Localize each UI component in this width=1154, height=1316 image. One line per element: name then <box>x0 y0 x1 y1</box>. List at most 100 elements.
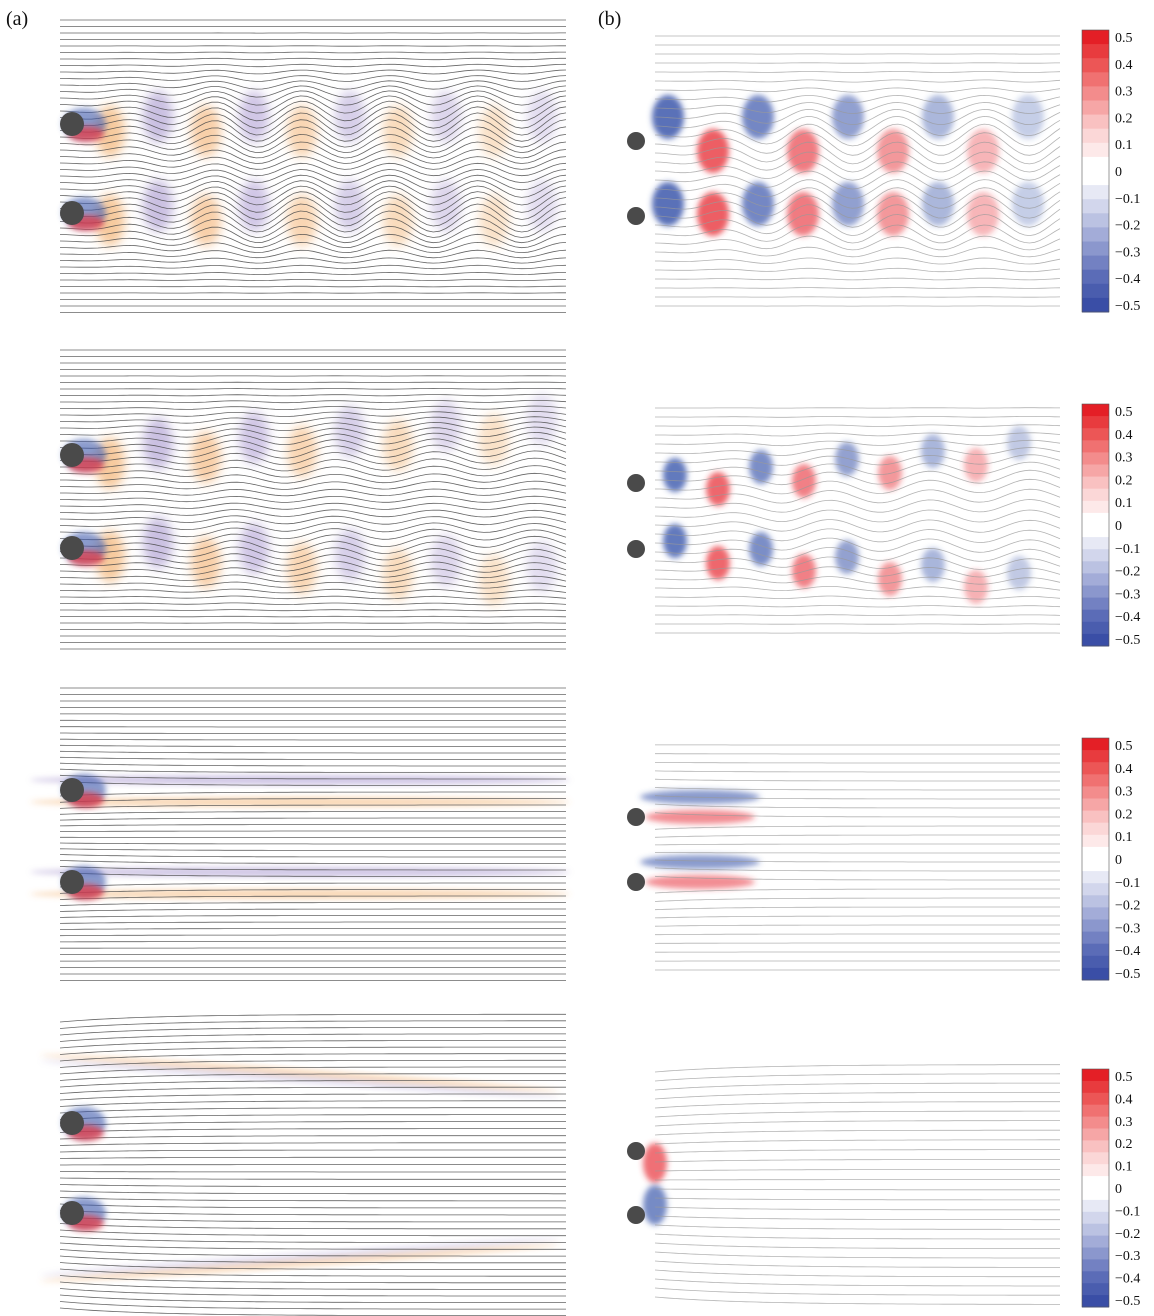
vorticity-patch <box>287 194 317 247</box>
colorbar-band <box>1082 58 1109 73</box>
colorbar-band <box>1082 846 1109 860</box>
cylinder-marker <box>627 808 645 826</box>
vorticity-patch <box>835 540 859 574</box>
vorticity-patch <box>143 90 173 143</box>
colorbar-band <box>1082 114 1109 130</box>
vorticity-patch <box>964 570 988 604</box>
vorticity-patch <box>527 90 557 143</box>
colorbars: 0.50.40.30.20.10−0.1−0.2−0.3−0.4−0.50.50… <box>1081 29 1140 1309</box>
colorbar-tick-label: −0.5 <box>1115 967 1140 982</box>
vorticity-patch <box>431 90 461 143</box>
colorbar-band <box>1082 895 1109 908</box>
vorticity-patch <box>1012 182 1044 226</box>
colorbar-band <box>1082 1128 1109 1141</box>
colorbar-tick-label: −0.1 <box>1115 1204 1140 1219</box>
panel-b-row <box>627 407 1061 634</box>
vorticity-patch <box>645 875 755 889</box>
vorticity-patch <box>40 1244 560 1282</box>
colorbar-tick-label: 0.2 <box>1115 1137 1133 1152</box>
vorticity-patch <box>921 548 945 582</box>
vorticity-patch <box>30 889 570 899</box>
vorticity-patch <box>1007 426 1031 460</box>
colorbar-tick-label: −0.4 <box>1115 272 1140 287</box>
colorbar-band <box>1082 1295 1109 1308</box>
vorticity-field <box>643 1143 667 1225</box>
vorticity-patch <box>643 1185 667 1225</box>
colorbar-band <box>1082 1116 1109 1129</box>
colorbar-band <box>1082 621 1109 635</box>
colorbar-tick-label: −0.4 <box>1115 944 1140 959</box>
vorticity-patch <box>1012 95 1044 139</box>
colorbar-tick-label: 0.1 <box>1115 496 1133 511</box>
vorticity-patch <box>143 417 173 470</box>
colorbar-band <box>1082 440 1109 453</box>
vorticity-patch <box>663 458 687 492</box>
panel-a-row <box>30 687 570 981</box>
cylinder-marker <box>60 532 106 566</box>
colorbar-band <box>1082 1247 1109 1260</box>
vorticity-patch <box>527 179 557 232</box>
colorbar-tick-label: 0.3 <box>1115 1115 1133 1130</box>
colorbar-frame <box>1081 1068 1110 1308</box>
vorticity-patch <box>877 192 909 236</box>
colorbar-band <box>1082 128 1109 144</box>
vorticity-field <box>30 775 570 899</box>
colorbar-band <box>1082 404 1109 417</box>
colorbar-band <box>1082 907 1109 920</box>
colorbar-tick-label: 0 <box>1115 853 1122 868</box>
streamlines <box>59 349 567 650</box>
panel-a-row <box>59 349 567 650</box>
cylinder-marker <box>60 108 106 142</box>
cylinder-marker <box>60 1107 106 1141</box>
colorbar-band <box>1082 156 1109 172</box>
panel-a-row <box>59 19 567 313</box>
figure-panel-label-b: (b) <box>598 8 622 30</box>
vorticity-patch <box>383 419 413 472</box>
colorbar: 0.5 0.4 0.3 0.2 0.1 0 −0.1 −0.2 −0.3 −0.4 −0.5 <box>1081 29 1140 314</box>
cylinder-marker <box>627 540 645 558</box>
colorbar-tick-label: −0.5 <box>1115 299 1140 314</box>
colorbar-band <box>1082 871 1109 884</box>
colorbar-band <box>1082 1283 1109 1296</box>
colorbar-band <box>1082 86 1109 101</box>
colorbar-frame <box>1081 403 1110 647</box>
vorticity-patch <box>835 442 859 476</box>
vorticity-patch <box>335 405 365 458</box>
colorbar-tick-label: −0.2 <box>1115 1227 1140 1242</box>
vorticity-patch <box>706 472 730 506</box>
colorbar-band <box>1082 464 1109 478</box>
colorbar-band <box>1082 1176 1109 1189</box>
vorticity-patch <box>239 90 269 143</box>
streamlines <box>654 744 1060 971</box>
vorticity-patch <box>640 855 760 869</box>
colorbar-tick-label: 0.1 <box>1115 830 1133 845</box>
colorbar-tick-label: −0.3 <box>1115 245 1140 260</box>
vorticity-patch <box>643 1143 667 1183</box>
streamlines <box>654 35 1061 307</box>
colorbar-band <box>1082 633 1109 647</box>
colorbar-band <box>1082 1152 1109 1165</box>
vorticity-patch <box>878 562 902 596</box>
vorticity-patch <box>921 434 945 468</box>
colorbar-band <box>1082 561 1109 574</box>
colorbar-band <box>1082 1092 1109 1106</box>
colorbar-band <box>1082 738 1109 751</box>
colorbar-tick-label: 0.4 <box>1115 1092 1133 1107</box>
colorbar-band <box>1082 1259 1109 1272</box>
colorbar-tick-label: −0.1 <box>1115 542 1140 557</box>
colorbar-tick-label: −0.1 <box>1115 876 1140 891</box>
vorticity-patch <box>749 450 773 484</box>
colorbar-tick-label: −0.2 <box>1115 219 1140 234</box>
colorbar-tick-label: 0.4 <box>1115 58 1133 73</box>
vorticity-field <box>652 95 1044 236</box>
streamlines <box>59 1013 567 1316</box>
colorbar-tick-label: 0 <box>1115 519 1122 534</box>
panel-b-row <box>627 744 1060 971</box>
streamlines <box>654 407 1061 634</box>
colorbar-tick-label: −0.3 <box>1115 921 1140 936</box>
panel-a-row <box>40 1013 567 1316</box>
vorticity-patch <box>967 129 999 173</box>
colorbar-band <box>1082 72 1109 87</box>
vorticity-patch <box>652 182 684 226</box>
colorbar-tick-label: −0.2 <box>1115 565 1140 580</box>
